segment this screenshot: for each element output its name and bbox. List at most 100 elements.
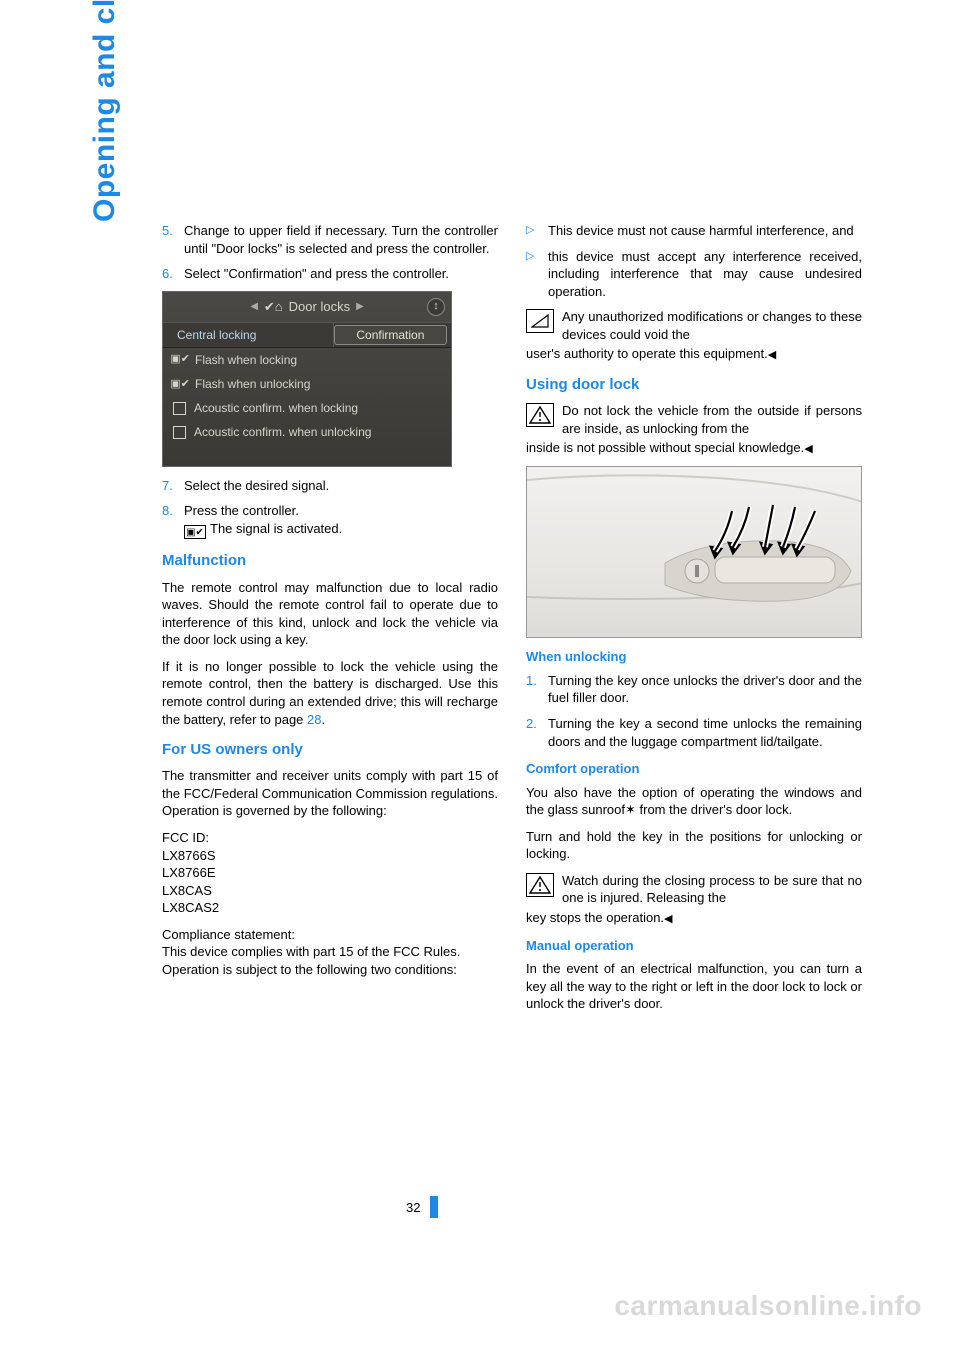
heading-when-unlocking: When unlocking — [526, 648, 862, 666]
checkbox-empty-icon — [173, 402, 186, 415]
warning-text: Do not lock the vehicle from the outside… — [562, 402, 862, 437]
page-link-28[interactable]: 28 — [307, 712, 321, 727]
warning-triangle-icon — [526, 873, 554, 897]
step-number: 1. — [526, 672, 548, 707]
step-5: 5. Change to upper field if necessary. T… — [162, 222, 498, 257]
warning-note-1: Do not lock the vehicle from the outside… — [526, 402, 862, 437]
heading-malfunction: Malfunction — [162, 551, 498, 571]
unlock-step-2: 2. Turning the key a second time unlocks… — [526, 715, 862, 750]
end-marker-icon: ◀ — [664, 913, 672, 925]
step-text: Select the desired signal. — [184, 477, 498, 495]
page-marker-bar — [430, 1196, 438, 1218]
step-number: 2. — [526, 715, 548, 750]
watermark: carmanualsonline.info — [614, 1290, 922, 1322]
step-text: Press the controller. ▣✔ The signal is ac… — [184, 502, 498, 539]
bullet-2: ▷ this device must accept any interferen… — [526, 248, 862, 301]
step-text: Select "Confirmation" and press the cont… — [184, 265, 498, 283]
step-7: 7. Select the desired signal. — [162, 477, 498, 495]
manual-p1: In the event of an electrical malfunctio… — [526, 960, 862, 1013]
fcc-id-1: LX8766S — [162, 848, 216, 863]
step-number: 7. — [162, 477, 184, 495]
text: key stops the operation. — [526, 910, 664, 925]
fcc-block: FCC ID: LX8766S LX8766E LX8CAS LX8CAS2 — [162, 829, 498, 917]
step-number: 8. — [162, 502, 184, 539]
scroll-indicator-icon: ↕ — [427, 298, 445, 316]
text: . — [321, 712, 325, 727]
bullet-text: this device must accept any interference… — [548, 248, 862, 301]
info-text: Any unauthorized modifications or change… — [562, 308, 862, 343]
option-label: Acoustic confirm. when locking — [194, 400, 358, 416]
warning-note-2: Watch during the closing process to be s… — [526, 872, 862, 907]
option-label: Flash when unlocking — [195, 376, 310, 392]
info-triangle-icon — [526, 309, 554, 333]
info-text-cont: user's authority to operate this equipme… — [526, 345, 862, 363]
heading-us-owners: For US owners only — [162, 740, 498, 760]
step-number: 5. — [162, 222, 184, 257]
checkbox-activated-icon: ▣✔ — [184, 525, 206, 539]
comfort-p2: Turn and hold the key in the positions f… — [526, 828, 862, 863]
screenshot-tabs: Central locking Confirmation — [163, 322, 451, 348]
warning-text-cont: key stops the operation.◀ — [526, 909, 862, 927]
text: inside is not possible without special k… — [526, 440, 804, 455]
right-column: ▷ This device must not cause harmful int… — [526, 222, 862, 1022]
check-car-icon: ✔⌂ — [264, 298, 283, 316]
page-number: 32 — [406, 1200, 420, 1215]
option-label: Flash when locking — [195, 352, 297, 368]
side-section-tab: Opening and closing — [88, 0, 122, 222]
end-marker-icon: ◀ — [768, 349, 776, 361]
warning-text-cont: inside is not possible without special k… — [526, 439, 862, 457]
option-flash-unlocking: ▣✔ Flash when unlocking — [163, 372, 451, 396]
malfunction-p1: The remote control may malfunction due t… — [162, 579, 498, 649]
tab-confirmation: Confirmation — [334, 325, 447, 345]
warning-text: Watch during the closing process to be s… — [562, 872, 862, 907]
step-8: 8. Press the controller. ▣✔ The signal is… — [162, 502, 498, 539]
screenshot-title: Door locks — [289, 298, 350, 316]
compliance-block: Compliance statement: This device compli… — [162, 926, 498, 979]
comfort-p1: You also have the option of operating th… — [526, 784, 862, 819]
triangle-bullet-icon: ▷ — [526, 248, 548, 301]
malfunction-p2: If it is no longer possible to lock the … — [162, 658, 498, 728]
bullet-text: This device must not cause harmful inter… — [548, 222, 862, 240]
page-content: 5. Change to upper field if necessary. T… — [162, 222, 862, 1022]
checkbox-empty-icon — [173, 426, 186, 439]
step-6: 6. Select "Confirmation" and press the c… — [162, 265, 498, 283]
us-p1: The transmitter and receiver units compl… — [162, 767, 498, 820]
fcc-label: FCC ID: — [162, 830, 209, 845]
checkbox-checked-icon: ▣✔ — [173, 377, 187, 391]
option-acoustic-unlocking: Acoustic confirm. when unlocking — [163, 420, 451, 444]
step-text: Change to upper field if necessary. Turn… — [184, 222, 498, 257]
fcc-id-2: LX8766E — [162, 865, 216, 880]
screenshot-header: ◀ ✔⌂ Door locks ▶ — [163, 292, 451, 322]
text: user's authority to operate this equipme… — [526, 346, 768, 361]
step-number: 6. — [162, 265, 184, 283]
option-acoustic-locking: Acoustic confirm. when locking — [163, 396, 451, 420]
compliance-body: This device complies with part 15 of the… — [162, 944, 460, 977]
heading-manual-operation: Manual operation — [526, 937, 862, 955]
step8-line2: The signal is activated. — [210, 521, 342, 536]
end-marker-icon: ◀ — [804, 443, 812, 455]
page-footer: 32 — [406, 1196, 438, 1218]
option-label: Acoustic confirm. when unlocking — [194, 424, 371, 440]
step-text: Turning the key once unlocks the driver'… — [548, 672, 862, 707]
info-note: Any unauthorized modifications or change… — [526, 308, 862, 343]
triangle-bullet-icon: ▷ — [526, 222, 548, 240]
chevron-right-icon: ▶ — [356, 300, 364, 314]
text: If it is no longer possible to lock the … — [162, 659, 498, 727]
left-column: 5. Change to upper field if necessary. T… — [162, 222, 498, 1022]
compliance-label: Compliance statement: — [162, 927, 295, 942]
heading-comfort-operation: Comfort operation — [526, 760, 862, 778]
step-text: Turning the key a second time unlocks th… — [548, 715, 862, 750]
option-flash-locking: ▣✔ Flash when locking — [163, 348, 451, 372]
bullet-1: ▷ This device must not cause harmful int… — [526, 222, 862, 240]
heading-using-door-lock: Using door lock — [526, 375, 862, 395]
chevron-left-icon: ◀ — [250, 300, 258, 314]
door-handle-illustration — [526, 466, 862, 638]
fcc-id-3: LX8CAS — [162, 883, 212, 898]
step8-line1: Press the controller. — [184, 503, 299, 518]
fcc-id-4: LX8CAS2 — [162, 900, 219, 915]
idrive-screenshot: ↕ ◀ ✔⌂ Door locks ▶ Central locking Conf… — [162, 291, 452, 467]
checkbox-checked-icon: ▣✔ — [173, 353, 187, 367]
tab-central-locking: Central locking — [163, 323, 334, 347]
unlock-step-1: 1. Turning the key once unlocks the driv… — [526, 672, 862, 707]
warning-triangle-icon — [526, 403, 554, 427]
